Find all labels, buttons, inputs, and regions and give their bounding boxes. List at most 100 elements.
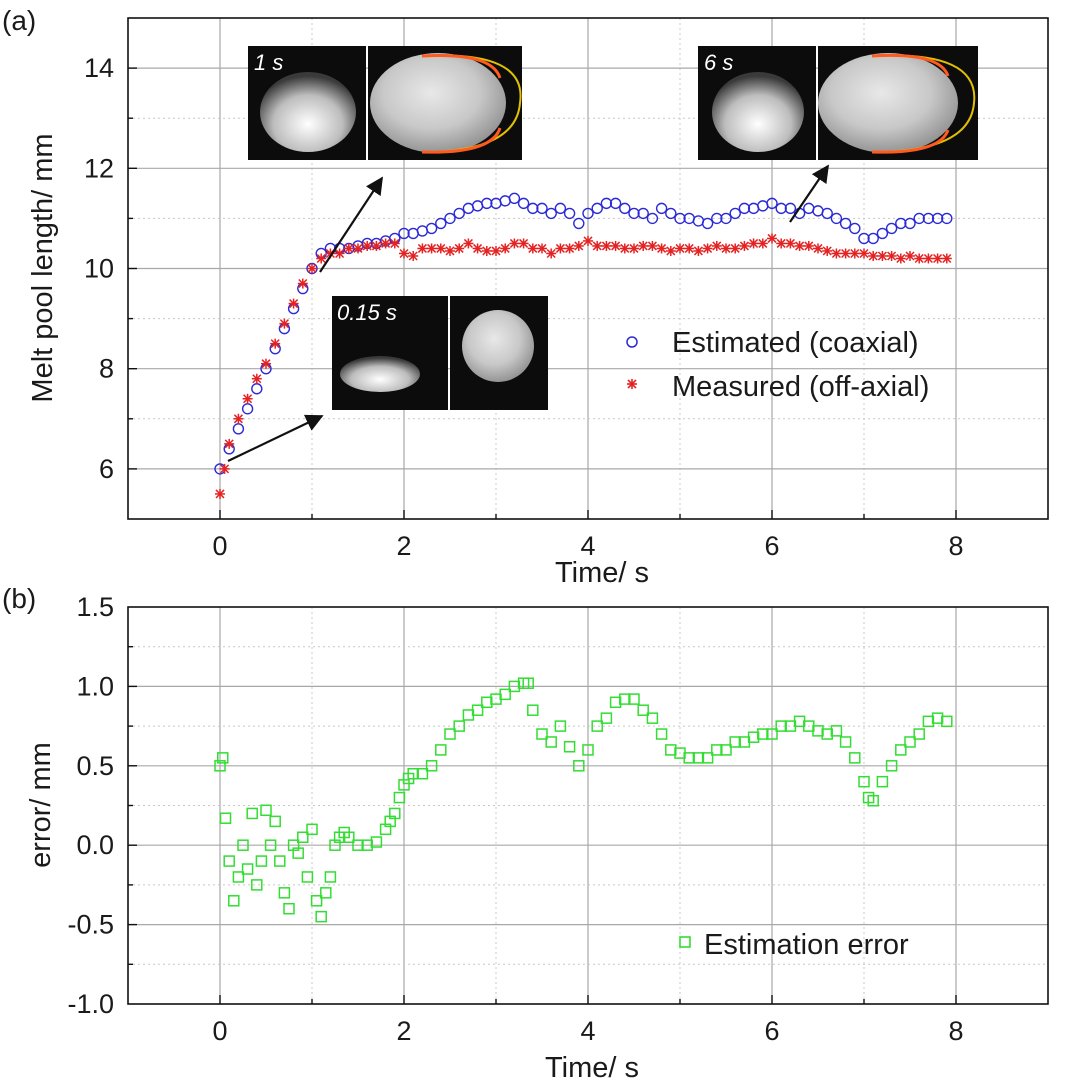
error-point <box>839 736 852 748</box>
measured-point <box>261 358 271 369</box>
panel-b-x-axis-title: Time/ s <box>545 1052 639 1084</box>
measured-point <box>573 240 584 251</box>
panel-b-y-tick-labels: -1.0 -0.5 0.0 0.5 1.0 1.5 <box>67 592 114 1019</box>
error-point <box>508 680 521 693</box>
legend-measured-marker <box>627 379 637 389</box>
error-point <box>600 712 613 724</box>
estimated-point <box>711 212 723 225</box>
error-point <box>435 744 447 756</box>
measured-point <box>739 240 750 251</box>
estimated-point <box>453 207 465 220</box>
panel-a: (a) 0 2 4 6 8 6 8 10 12 14 Time/ s Melt pool len… <box>2 5 1049 589</box>
estimated-point <box>922 212 935 225</box>
error-point <box>324 871 337 883</box>
measured-point <box>721 243 731 254</box>
measured-point <box>491 245 501 256</box>
estimated-point <box>462 202 475 215</box>
estimated-point <box>738 202 751 215</box>
measured-point <box>675 243 685 254</box>
estimated-point <box>573 217 585 230</box>
measured-point <box>794 240 805 251</box>
x-tick-label: 8 <box>948 1016 963 1046</box>
error-point <box>343 831 355 844</box>
y-tick-label: 0.0 <box>76 830 114 860</box>
panel-b-grid <box>128 607 1048 1004</box>
error-point <box>895 744 907 756</box>
error-point <box>729 736 741 748</box>
estimated-point <box>499 195 511 207</box>
measured-point <box>288 298 299 309</box>
estimated-point <box>563 207 576 220</box>
error-point <box>563 740 576 753</box>
error-point <box>352 839 364 851</box>
error-point <box>219 812 232 824</box>
estimated-point <box>674 212 686 225</box>
measured-point <box>463 238 474 249</box>
legend-estimation-error-label: Estimation error <box>704 929 909 961</box>
panel-b-y-axis-title: error/ mm <box>25 742 57 868</box>
panel-b-legend: Estimation error <box>679 929 909 961</box>
measured-point <box>748 238 759 249</box>
error-point <box>876 775 889 788</box>
measured-point <box>822 245 833 256</box>
arrow-to-inset-0-15s <box>227 414 324 462</box>
error-point <box>264 839 277 851</box>
estimation-error-series <box>214 677 953 923</box>
error-point <box>370 836 383 848</box>
inset-0-15s-left-pool <box>340 356 420 392</box>
error-point <box>453 720 465 732</box>
error-point <box>315 910 327 923</box>
measured-point <box>932 253 943 264</box>
estimated-point <box>517 197 530 210</box>
error-point <box>545 736 557 748</box>
error-point <box>471 704 484 716</box>
error-point <box>260 804 272 817</box>
error-point <box>274 855 286 867</box>
estimated-point <box>720 212 732 225</box>
measured-point <box>362 240 373 251</box>
measured-point <box>408 250 419 261</box>
error-point <box>885 760 898 772</box>
measured-point <box>914 253 925 264</box>
x-tick-label: 6 <box>764 531 779 561</box>
measured-point <box>399 248 409 259</box>
error-point <box>246 807 258 820</box>
measured-point <box>233 413 244 424</box>
error-point <box>292 847 304 859</box>
measured-point <box>638 240 649 251</box>
measured-point <box>564 243 575 254</box>
legend-estimated-label: Estimated (coaxial) <box>672 327 919 359</box>
measured-point <box>472 243 483 254</box>
inset-0-15s-right-pool <box>462 310 534 382</box>
panel-a-x-tick-labels: 0 2 4 6 8 <box>212 531 963 561</box>
estimated-point <box>508 192 521 205</box>
error-point <box>573 760 585 772</box>
inset-0-15s-label: 0.15 s <box>337 300 397 325</box>
measured-point <box>610 240 621 251</box>
error-point <box>637 704 649 716</box>
error-point <box>922 715 935 728</box>
estimated-point <box>425 222 438 235</box>
error-point <box>609 696 622 709</box>
measured-point <box>454 243 465 254</box>
measured-point <box>886 250 897 261</box>
error-point <box>416 767 429 780</box>
estimated-point <box>398 227 410 240</box>
estimated-point <box>849 222 861 235</box>
inset-1s-edge-curve <box>421 54 502 154</box>
error-point <box>830 725 843 737</box>
error-point <box>720 744 732 756</box>
error-point <box>628 693 640 705</box>
measured-point <box>757 238 768 249</box>
measured-point <box>546 248 557 259</box>
error-point <box>665 744 677 756</box>
error-point <box>310 895 323 907</box>
error-point <box>407 767 419 780</box>
estimated-point <box>775 202 787 215</box>
error-point <box>766 728 778 740</box>
x-tick-label: 2 <box>396 1016 411 1046</box>
x-tick-label: 2 <box>396 531 411 561</box>
panel-a-x-axis-title: Time/ s <box>555 557 649 589</box>
measured-point <box>877 250 888 261</box>
estimated-point <box>913 212 925 225</box>
